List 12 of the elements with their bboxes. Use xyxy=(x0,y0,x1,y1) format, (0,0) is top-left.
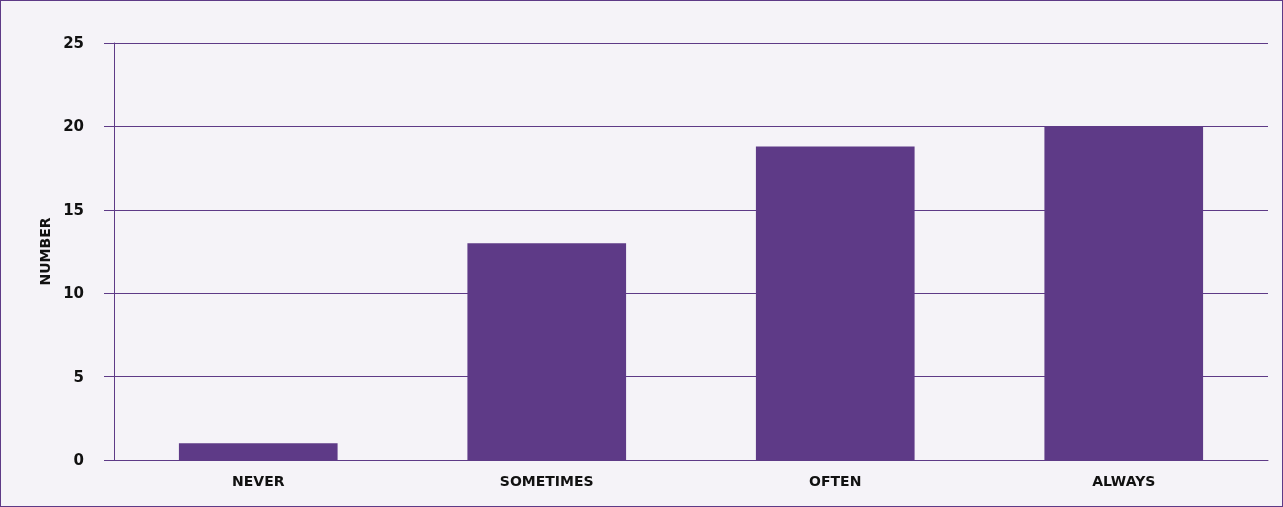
x-tick-label: OFTEN xyxy=(809,473,862,489)
y-tick-label: 25 xyxy=(63,34,84,52)
x-tick-label: SOMETIMES xyxy=(499,473,594,489)
y-tick-label: 15 xyxy=(63,200,84,219)
bar xyxy=(178,443,338,460)
y-axis-title: NUMBER xyxy=(37,217,53,286)
x-tick-label: NEVER xyxy=(232,473,285,489)
x-tick-label: ALWAYS xyxy=(1092,473,1156,489)
y-tick-label: 10 xyxy=(63,284,84,303)
y-tick-label: 0 xyxy=(73,451,84,469)
y-tick-label: 20 xyxy=(63,117,84,136)
y-tick-label: 5 xyxy=(73,367,84,386)
